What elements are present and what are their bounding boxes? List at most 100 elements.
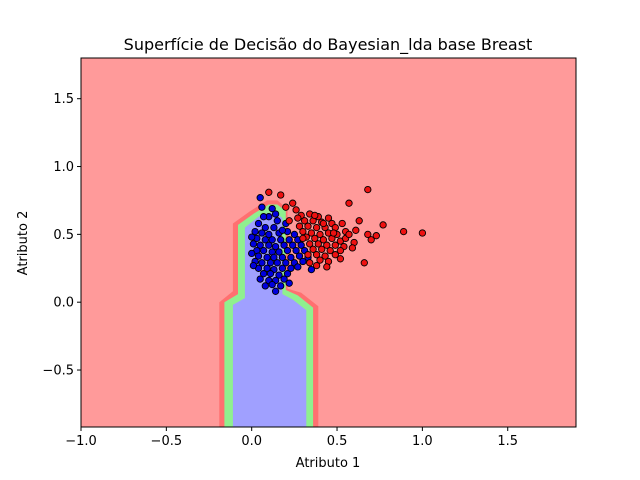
red-point <box>324 214 333 222</box>
red-point <box>294 214 302 222</box>
blue-point <box>256 275 264 283</box>
red-point <box>306 240 314 248</box>
red-point <box>316 230 324 239</box>
blue-point <box>265 230 273 239</box>
red-point <box>348 244 357 252</box>
red-point <box>318 245 326 253</box>
blue-point <box>283 270 292 278</box>
red-point <box>304 251 312 259</box>
red-point <box>399 227 408 236</box>
red-point <box>311 234 319 243</box>
blue-point <box>259 213 268 221</box>
blue-point <box>283 246 292 255</box>
blue-point <box>259 270 268 278</box>
x-tick-label: −0.5 <box>151 434 183 449</box>
blue-point <box>258 229 266 237</box>
red-point <box>352 226 360 234</box>
red-point <box>299 234 307 243</box>
x-tick-label: 1.0 <box>412 434 433 449</box>
blue-point <box>256 241 264 249</box>
red-point <box>306 259 314 267</box>
blue-point <box>289 241 297 249</box>
blue-point <box>268 204 276 213</box>
blue-point <box>285 279 293 287</box>
blue-point <box>273 217 281 225</box>
red-point <box>323 263 331 271</box>
red-point <box>418 229 427 237</box>
blue-point <box>261 223 269 232</box>
blue-point <box>254 252 263 260</box>
blue-point <box>282 259 290 267</box>
blue-point <box>254 219 263 228</box>
blue-point <box>270 253 278 262</box>
blue-point <box>251 227 259 236</box>
blue-point <box>271 287 280 295</box>
x-axis: −1.0 −0.5 0.0 0.5 1.0 1.5 <box>65 427 518 449</box>
blue-point <box>285 236 293 244</box>
red-point <box>309 245 317 253</box>
red-point <box>300 217 309 225</box>
red-point <box>319 219 328 228</box>
red-point <box>321 252 329 260</box>
blue-point <box>258 259 266 267</box>
blue-point <box>258 203 266 211</box>
blue-point <box>278 264 287 272</box>
y-tick-label: 0.0 <box>53 296 74 311</box>
red-point <box>285 217 293 225</box>
blue-point <box>278 226 287 234</box>
blue-point <box>299 257 307 266</box>
blue-point <box>249 240 258 248</box>
red-point <box>314 240 322 248</box>
red-point <box>311 211 319 220</box>
blue-point <box>263 264 271 272</box>
y-tick-label: 0.5 <box>53 228 74 243</box>
blue-point <box>265 241 273 249</box>
red-point <box>331 251 339 259</box>
red-point <box>289 199 297 207</box>
blue-point <box>259 246 268 255</box>
red-point <box>364 230 372 239</box>
blue-point <box>256 194 264 202</box>
red-point <box>319 236 328 244</box>
blue-point <box>270 223 278 232</box>
red-point <box>336 255 345 263</box>
red-point <box>329 229 338 237</box>
red-point <box>364 185 372 194</box>
blue-point <box>249 261 258 270</box>
red-point <box>355 217 363 225</box>
blue-point <box>290 230 299 239</box>
blue-point <box>271 242 280 251</box>
x-tick-label: 1.5 <box>497 434 518 449</box>
x-tick-label: 0.5 <box>327 434 348 449</box>
red-point <box>292 206 300 214</box>
blue-point <box>278 253 287 262</box>
blue-point <box>261 236 269 244</box>
red-point <box>304 222 312 230</box>
x-tick-label: −1.0 <box>65 434 97 449</box>
blue-point <box>297 241 305 249</box>
plot-frame <box>80 57 577 428</box>
red-point <box>316 256 324 264</box>
red-point <box>282 203 290 211</box>
blue-point <box>294 263 302 271</box>
blue-point <box>271 210 280 218</box>
red-point <box>312 261 321 270</box>
red-point <box>345 199 353 207</box>
red-point <box>331 241 339 249</box>
red-point <box>277 191 285 199</box>
red-point <box>326 246 334 255</box>
red-point <box>307 229 316 237</box>
blue-point <box>275 271 283 279</box>
blue-point <box>280 275 288 283</box>
blue-point <box>280 241 288 249</box>
chart-title: Superfície de Decisão do Bayesian_lda ba… <box>124 35 533 55</box>
red-point <box>345 230 353 239</box>
blue-point <box>268 280 276 289</box>
y-tick-label: 1.5 <box>53 92 74 107</box>
red-point <box>323 241 331 249</box>
scatter-points <box>248 185 427 295</box>
y-tick-label: 1.0 <box>53 160 74 175</box>
y-axis-label: Atributo 2 <box>16 211 31 276</box>
blue-point <box>266 270 275 278</box>
blue-point <box>248 249 256 258</box>
